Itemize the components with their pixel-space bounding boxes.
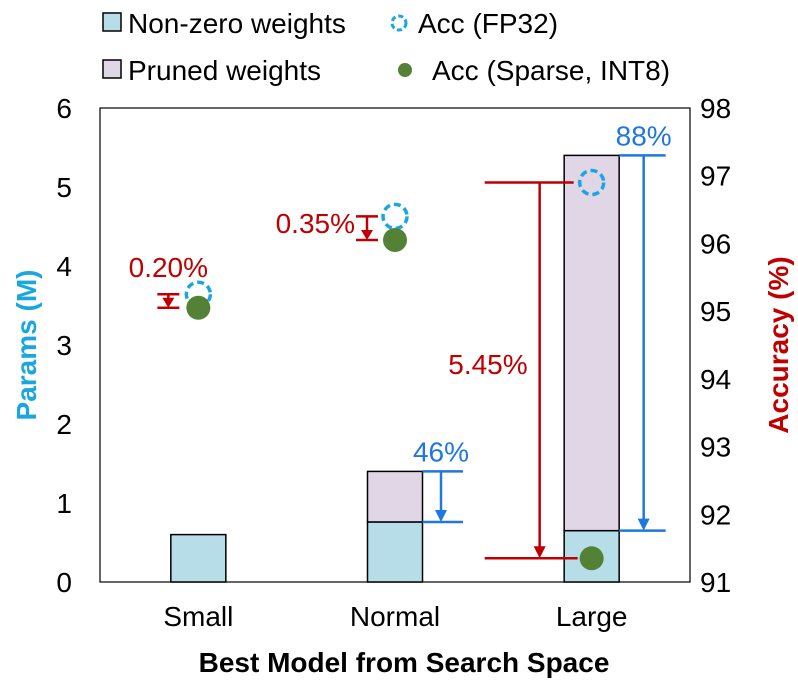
right-tick-label: 98 [700, 93, 731, 124]
right-axis-title: Accuracy (%) [763, 256, 794, 433]
reduction-arrowhead [637, 518, 650, 531]
left-tick-label: 1 [56, 488, 72, 519]
reduction-label: 88% [616, 120, 672, 151]
marker-acc-int8 [186, 295, 211, 320]
legend-label-nonzero: Non-zero weights [128, 8, 346, 39]
bar-nonzero [170, 533, 227, 583]
x-tick-label: Large [556, 601, 628, 632]
marker-acc-fp32 [184, 280, 213, 308]
marker-acc-fp32 [381, 202, 409, 231]
left-tick-label: 6 [56, 93, 72, 124]
right-tick-label: 95 [700, 296, 731, 327]
right-tick-label: 92 [700, 499, 731, 530]
marker-acc-int8 [579, 546, 604, 571]
drop-small-label: 0.20% [129, 252, 208, 283]
legend-swatch-pruned [102, 59, 122, 79]
right-tick-label: 94 [700, 364, 731, 395]
marker-acc-int8 [383, 228, 407, 253]
drop-large-label: 5.45% [448, 349, 527, 380]
reduction-label: 46% [413, 436, 469, 467]
drop-normal-label: 0.35% [276, 208, 355, 239]
legend-marker-int8 [398, 63, 412, 77]
left-axis-title: Params (M) [11, 270, 42, 421]
drop-small-arrowhead [162, 297, 175, 308]
bar-pruned [563, 154, 620, 532]
x-tick-label: Small [163, 601, 233, 632]
left-tick-label: 5 [56, 172, 72, 203]
legend-swatch-nonzero [102, 12, 122, 32]
plot-area: 0 1 2 3 4 5 6 91 92 93 94 95 96 97 98 Small Normal Large 0… [56, 93, 731, 632]
legend-label-int8: Acc (Sparse, INT8) [432, 55, 670, 86]
x-tick-label: Normal [350, 601, 440, 632]
legend-marker-fp32 [390, 14, 408, 32]
right-tick-label: 96 [700, 228, 731, 259]
right-tick-label: 93 [700, 432, 731, 463]
drop-normal-arrowhead [361, 230, 373, 241]
reduction-arrowhead [435, 509, 447, 522]
legend: Non-zero weights Pruned weights Acc (FP3… [102, 8, 670, 86]
drop-large-arrowhead [533, 546, 546, 559]
legend-label-pruned: Pruned weights [128, 55, 321, 86]
bar-pruned [366, 470, 424, 523]
right-tick-label: 97 [700, 161, 731, 192]
x-axis-title: Best Model from Search Space [199, 647, 610, 678]
right-tick-label: 91 [700, 567, 731, 598]
left-tick-label: 3 [56, 330, 72, 361]
left-tick-label: 4 [56, 251, 72, 282]
left-tick-label: 0 [56, 567, 72, 598]
bar-nonzero [366, 521, 424, 583]
left-tick-label: 2 [56, 409, 72, 440]
legend-label-fp32: Acc (FP32) [418, 8, 558, 39]
marker-acc-fp32 [577, 168, 606, 197]
